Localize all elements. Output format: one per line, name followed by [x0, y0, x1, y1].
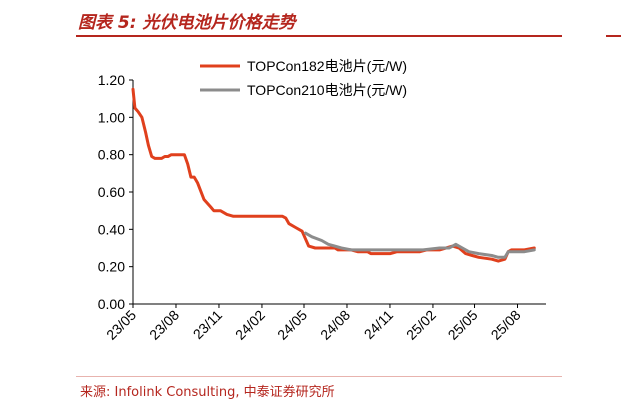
series-line-2: [303, 231, 536, 259]
x-tick-label: 24/02: [232, 307, 268, 343]
x-tick-label: 25/08: [488, 307, 524, 343]
x-tick-label: 24/11: [361, 307, 397, 343]
title-rule: [76, 35, 562, 37]
legend-label-2: TOPCon210电池片(元/W): [247, 82, 407, 98]
x-tick-label: 24/08: [317, 307, 353, 343]
y-tick-label: 0.40: [98, 221, 125, 237]
x-tick-label: 24/05: [274, 307, 310, 343]
x-tick-label: 25/02: [403, 307, 439, 343]
legend: TOPCon182电池片(元/W) TOPCon210电池片(元/W): [200, 58, 407, 98]
x-tick-label: 25/05: [445, 307, 481, 343]
x-axis: 23/05 23/08 23/11 24/02 24/05 24/08 24/11 25/02…: [103, 303, 546, 343]
series-line-1: [131, 87, 536, 263]
x-tick-label: 23/08: [146, 307, 182, 343]
y-tick-label: 1.00: [98, 109, 125, 125]
y-tick-label: 0.80: [98, 147, 125, 163]
y-tick-label: 0.00: [98, 296, 125, 312]
side-rule: [606, 35, 621, 37]
y-tick-label: 1.20: [98, 72, 125, 88]
series-group: [131, 87, 536, 263]
x-tick-label: 23/05: [103, 307, 139, 343]
legend-label-1: TOPCon182电池片(元/W): [247, 58, 407, 74]
y-tick-label: 0.20: [98, 259, 125, 275]
figure-title: 图表 5: 光伏电池片价格走势: [78, 13, 296, 33]
y-tick-label: 0.60: [98, 184, 125, 200]
source-rule: [76, 376, 562, 377]
y-axis: 0.00 0.20 0.40 0.60 0.80 1.00 1.20: [98, 72, 134, 312]
source-note: 来源: Infolink Consulting, 中泰证券研究所: [80, 385, 335, 400]
x-tick-label: 23/11: [190, 307, 226, 343]
